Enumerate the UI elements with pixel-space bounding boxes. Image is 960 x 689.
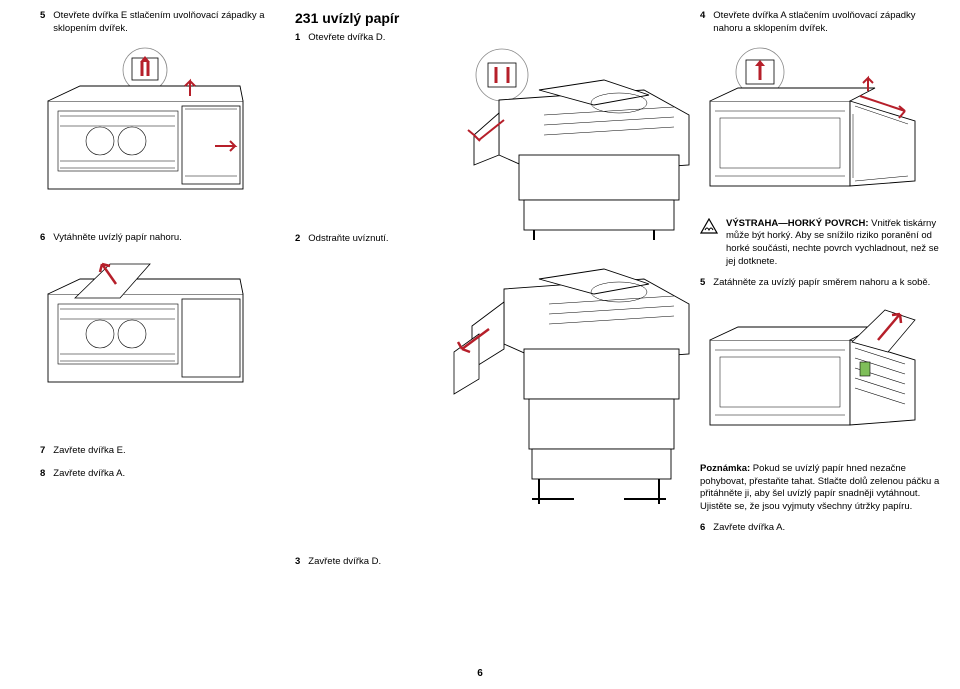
step-text: Vytáhněte uvízlý papír nahoru. — [53, 232, 290, 245]
step-text: Odstraňte uvíznutí. — [308, 233, 435, 246]
illustration-printer-remove-jam — [444, 254, 694, 514]
column-3 — [444, 10, 694, 528]
illustration-printer-door-d — [444, 45, 694, 240]
step-number: 6 — [700, 522, 705, 535]
step-text: Zavřete dvířka D. — [308, 556, 435, 569]
step-text: Zavřete dvířka E. — [53, 445, 290, 458]
step-1: 1 Otevřete dvířka D. — [295, 32, 435, 45]
illustration-pull-paper-up — [40, 254, 290, 389]
step-2: 2 Odstraňte uvíznutí. — [295, 233, 435, 246]
column-4: 4 Otevřete dvířka A stlačením uvolňovací… — [700, 10, 940, 545]
step-number: 2 — [295, 233, 300, 246]
step-number: 1 — [295, 32, 300, 45]
step-7: 7 Zavřete dvířka E. — [40, 445, 290, 458]
note: Poznámka: Pokud se uvízlý papír hned nez… — [700, 463, 940, 514]
step-text: Zatáhněte za uvízlý papír směrem nahoru … — [713, 277, 940, 290]
warning-hot-surface: VÝSTRAHA—HORKÝ POVRCH: Vnitřek tiskárny … — [700, 218, 940, 269]
illustration-pull-jam-out — [700, 300, 940, 435]
step-number: 4 — [700, 10, 705, 36]
step-6: 6 Vytáhněte uvízlý papír nahoru. — [40, 232, 290, 245]
step-text: Otevřete dvířka D. — [308, 32, 435, 45]
warning-text: VÝSTRAHA—HORKÝ POVRCH: Vnitřek tiskárny … — [726, 218, 940, 269]
illustration-door-e-open — [40, 46, 290, 196]
step-text: Zavřete dvířka A. — [713, 522, 940, 535]
column-2: 231 uvízlý papír 1 Otevřete dvířka D. 2 … — [295, 10, 435, 578]
step-4: 4 Otevřete dvířka A stlačením uvolňovací… — [700, 10, 940, 36]
step-number: 3 — [295, 556, 300, 569]
step-5: 5 Otevřete dvířka E stlačením uvolňovací… — [40, 10, 290, 36]
section-heading: 231 uvízlý papír — [295, 10, 435, 26]
page: 5 Otevřete dvířka E stlačením uvolňovací… — [0, 0, 960, 689]
warning-triangle-icon — [700, 218, 718, 234]
step-number: 6 — [40, 232, 45, 245]
step-number: 5 — [40, 10, 45, 36]
step-number: 8 — [40, 468, 45, 481]
page-number: 6 — [0, 668, 960, 679]
step-5b: 5 Zatáhněte za uvízlý papír směrem nahor… — [700, 277, 940, 290]
illustration-door-a-open — [700, 46, 940, 196]
note-label: Poznámka: — [700, 463, 750, 474]
step-number: 7 — [40, 445, 45, 458]
step-3: 3 Zavřete dvířka D. — [295, 556, 435, 569]
step-6b: 6 Zavřete dvířka A. — [700, 522, 940, 535]
step-text: Otevřete dvířka E stlačením uvolňovací z… — [53, 10, 290, 36]
step-number: 5 — [700, 277, 705, 290]
step-text: Zavřete dvířka A. — [53, 468, 290, 481]
warning-label: VÝSTRAHA—HORKÝ POVRCH: — [726, 218, 869, 229]
column-1: 5 Otevřete dvířka E stlačením uvolňovací… — [40, 10, 290, 491]
step-8: 8 Zavřete dvířka A. — [40, 468, 290, 481]
step-text: Otevřete dvířka A stlačením uvolňovací z… — [713, 10, 940, 36]
